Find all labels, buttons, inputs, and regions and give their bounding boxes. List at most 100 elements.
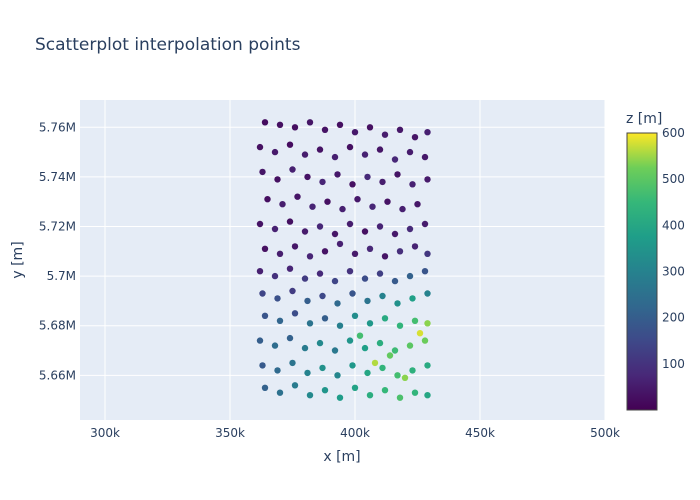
data-point xyxy=(411,134,419,141)
data-point xyxy=(351,384,359,391)
data-point xyxy=(261,312,269,319)
data-point xyxy=(361,275,369,282)
data-point xyxy=(364,369,371,377)
data-point xyxy=(406,272,414,280)
data-point xyxy=(321,315,329,322)
data-point xyxy=(394,372,401,379)
data-point xyxy=(401,374,409,381)
data-point xyxy=(306,392,314,399)
colorbar-tick-labels: 100 200 300 400 500 600 xyxy=(662,126,685,371)
data-point xyxy=(286,334,294,342)
data-point xyxy=(261,119,269,126)
data-point xyxy=(351,129,359,136)
data-point xyxy=(364,173,371,181)
data-point xyxy=(354,196,361,203)
data-point xyxy=(424,362,431,369)
data-point xyxy=(334,171,341,178)
data-point xyxy=(421,153,429,161)
data-point xyxy=(339,205,346,213)
data-point xyxy=(319,364,326,372)
data-point xyxy=(286,218,294,225)
data-point xyxy=(411,389,419,396)
data-point xyxy=(361,228,369,235)
data-point xyxy=(424,129,431,136)
data-point xyxy=(396,248,404,255)
data-point xyxy=(376,223,384,230)
data-point xyxy=(274,176,281,183)
data-point xyxy=(411,243,419,250)
data-point xyxy=(409,367,416,374)
data-point xyxy=(301,275,309,282)
data-point xyxy=(381,253,389,260)
data-point xyxy=(256,220,264,228)
data-point xyxy=(276,121,284,128)
data-point xyxy=(301,344,309,352)
x-tick-label: 450k xyxy=(465,426,495,440)
data-point xyxy=(261,384,269,391)
data-point xyxy=(371,359,379,367)
data-point xyxy=(391,230,399,238)
data-point xyxy=(334,372,341,379)
data-point xyxy=(381,131,389,138)
data-point xyxy=(304,369,311,377)
data-point xyxy=(346,220,354,228)
data-point xyxy=(294,193,301,200)
data-point xyxy=(316,146,324,153)
data-point xyxy=(321,248,329,255)
data-point xyxy=(291,243,299,250)
data-point xyxy=(289,166,296,173)
data-point xyxy=(384,198,391,205)
data-point xyxy=(349,181,356,188)
data-point xyxy=(351,312,359,319)
data-point xyxy=(396,322,404,329)
data-point xyxy=(271,272,279,280)
chart-title: Scatterplot interpolation points xyxy=(35,35,301,55)
data-point xyxy=(346,337,354,344)
data-point xyxy=(271,148,279,156)
data-point xyxy=(274,295,281,302)
data-point xyxy=(336,322,344,329)
data-point xyxy=(271,342,279,349)
y-tick-label: 5.76M xyxy=(39,120,76,134)
data-point xyxy=(414,201,421,208)
y-tick-label: 5.7M xyxy=(47,269,76,283)
data-point xyxy=(319,178,326,186)
data-point xyxy=(316,339,324,347)
data-point xyxy=(336,394,344,401)
data-point xyxy=(316,223,324,230)
colorbar-title: z [m] xyxy=(626,111,662,127)
data-point xyxy=(336,121,344,128)
data-point xyxy=(424,392,431,399)
y-tick-label: 5.68M xyxy=(39,319,76,333)
data-point xyxy=(376,146,384,153)
data-point xyxy=(421,337,429,344)
data-point xyxy=(399,205,406,213)
data-point xyxy=(391,156,399,163)
data-point xyxy=(369,203,376,210)
data-point xyxy=(424,320,431,327)
data-point xyxy=(366,124,374,131)
colorbar-gradient xyxy=(626,132,658,411)
colorbar-tick-label: 200 xyxy=(662,311,685,325)
data-point xyxy=(271,225,279,233)
data-point xyxy=(421,220,429,228)
data-point xyxy=(321,126,329,133)
data-point xyxy=(406,342,414,349)
data-point xyxy=(274,367,281,374)
data-point xyxy=(306,320,314,327)
data-point xyxy=(291,310,299,317)
data-point xyxy=(394,171,401,178)
data-point xyxy=(394,300,401,307)
data-point xyxy=(379,178,386,186)
data-point xyxy=(256,337,264,344)
data-point xyxy=(346,268,354,275)
data-point xyxy=(301,151,309,158)
data-point xyxy=(351,250,359,257)
data-point xyxy=(391,277,399,285)
data-point xyxy=(361,344,369,352)
data-point xyxy=(424,250,431,257)
x-axis-title: x [m] xyxy=(323,449,360,465)
data-point xyxy=(381,387,389,394)
data-point xyxy=(386,352,394,359)
